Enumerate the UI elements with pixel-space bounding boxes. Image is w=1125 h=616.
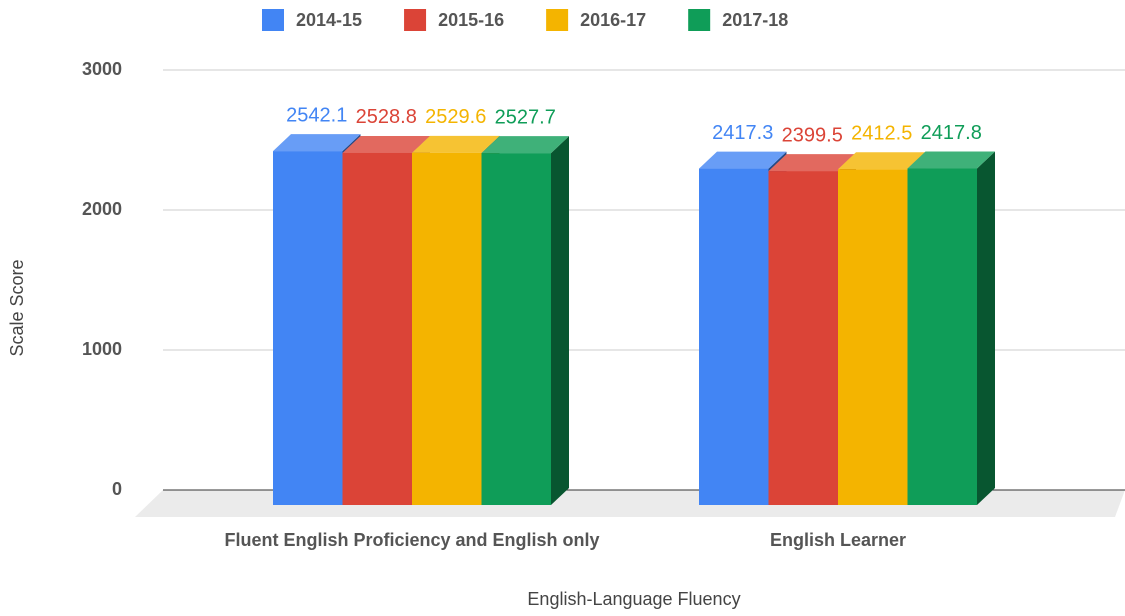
- bar-front: [838, 169, 908, 505]
- bar-top: [838, 152, 926, 170]
- bar-front: [907, 168, 977, 505]
- bar-top: [768, 154, 856, 172]
- data-label: 2417.8: [921, 122, 982, 144]
- bar-top: [907, 151, 995, 169]
- y-axis-title: Scale Score: [7, 259, 27, 356]
- bar-top: [273, 134, 361, 152]
- bar-top: [481, 136, 569, 154]
- data-label: 2412.5: [851, 123, 912, 145]
- data-label: 2528.8: [356, 106, 417, 128]
- data-label: 2399.5: [782, 124, 843, 146]
- legend-label: 2014-15: [296, 10, 362, 30]
- bar-front: [699, 168, 769, 505]
- legend-label: 2015-16: [438, 10, 504, 30]
- legend-swatch: [546, 9, 569, 31]
- bar-front: [412, 152, 482, 505]
- x-tick-label: English Learner: [770, 530, 906, 550]
- bar-top: [699, 151, 787, 169]
- y-tick-label: 2000: [82, 199, 122, 219]
- x-tick-label: Fluent English Proficiency and English o…: [224, 530, 599, 550]
- data-label: 2529.6: [425, 106, 486, 128]
- bar-top: [342, 135, 430, 153]
- y-tick-label: 1000: [82, 339, 122, 359]
- bar: [481, 136, 569, 505]
- bar-front: [481, 153, 551, 505]
- data-label: 2527.7: [495, 106, 556, 128]
- bar-side: [551, 136, 569, 505]
- data-label: 2417.3: [712, 122, 773, 144]
- legend-label: 2017-18: [722, 10, 788, 30]
- bar-front: [768, 171, 838, 505]
- y-tick-label: 3000: [82, 59, 122, 79]
- legend-swatch: [404, 9, 427, 31]
- bar-front: [273, 151, 343, 505]
- bar: [907, 151, 995, 505]
- x-axis-title: English-Language Fluency: [527, 589, 740, 609]
- legend-swatch: [688, 9, 711, 31]
- y-tick-label: 0: [112, 479, 122, 499]
- legend-swatch: [262, 9, 284, 31]
- data-label: 2542.1: [286, 104, 347, 126]
- bar-front: [342, 152, 412, 505]
- bar-top: [412, 135, 500, 153]
- legend-label: 2016-17: [580, 10, 646, 30]
- bar-side: [977, 151, 995, 505]
